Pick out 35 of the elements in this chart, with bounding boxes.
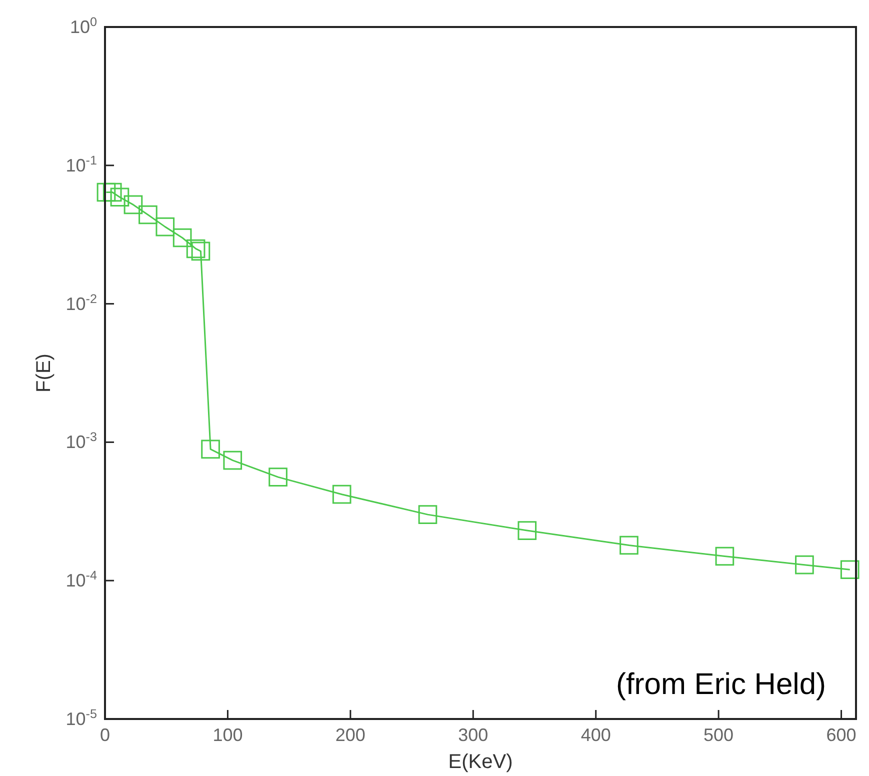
y-tick-label: 10$^{-1}$ (66, 153, 97, 176)
point (156, 217, 175, 236)
y-tick-label: 10$^{0}$ (70, 15, 97, 37)
point (332, 484, 352, 504)
x-tick-label: 0 (100, 725, 110, 745)
point (518, 521, 537, 540)
point (172, 228, 192, 248)
point (186, 239, 206, 258)
point (268, 468, 288, 486)
x-tick-label: 100 (212, 725, 243, 745)
point (795, 555, 814, 574)
point (102, 182, 122, 202)
point (418, 505, 438, 524)
point (223, 450, 242, 470)
y-tick-label: 10$^{-3}$ (66, 430, 97, 452)
point (191, 242, 210, 261)
x-tick-label: 300 (458, 725, 488, 745)
y-tick-label: 10$^{-2}$ (66, 292, 97, 314)
y-tick-label: 10$^{-5}$ (66, 707, 97, 729)
annotation: (from Eric Held) (616, 668, 826, 701)
x-tick-label: 600 (826, 725, 856, 745)
x-tick-label: 200 (335, 725, 366, 745)
point (201, 440, 220, 459)
point (138, 205, 158, 224)
point (715, 546, 734, 566)
y-axis-title: F(E) (33, 354, 55, 392)
x-axis-title: E(KeV) (448, 751, 513, 773)
point (110, 188, 130, 207)
x-tick-label: 500 (704, 725, 734, 745)
point (840, 560, 860, 580)
point (620, 536, 638, 555)
point (96, 182, 116, 202)
x-tick-label: 400 (580, 725, 611, 745)
point (124, 195, 143, 214)
y-tick-label: 10$^{-4}$ (66, 568, 97, 591)
